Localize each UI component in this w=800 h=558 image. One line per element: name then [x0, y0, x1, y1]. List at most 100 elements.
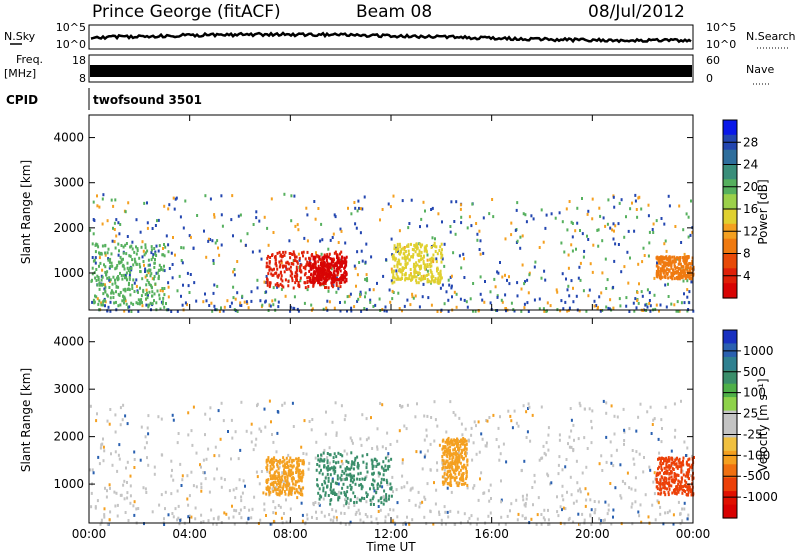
radar-cell — [360, 443, 363, 447]
radar-cell — [679, 258, 682, 262]
radar-cell — [681, 519, 684, 523]
radar-cell — [251, 507, 254, 511]
radar-cell — [361, 496, 363, 500]
velocity-data-cells — [89, 399, 695, 526]
radar-cell — [659, 461, 662, 465]
radar-cell — [369, 502, 372, 506]
radar-cell — [639, 402, 642, 406]
radar-cell — [302, 250, 305, 254]
radar-cell — [484, 444, 487, 448]
radar-cell — [135, 218, 138, 222]
radar-cell — [101, 275, 104, 279]
radar-cell — [663, 490, 666, 494]
radar-cell — [432, 522, 435, 526]
radar-cell — [342, 261, 345, 265]
radar-cell — [658, 451, 661, 455]
radar-cell — [527, 310, 530, 313]
radar-cell — [256, 402, 259, 406]
radar-cell — [398, 242, 401, 246]
radar-cell — [304, 265, 307, 269]
radar-cell — [453, 452, 455, 456]
radar-cell — [295, 265, 298, 269]
radar-cell — [334, 250, 337, 254]
radar-cell — [208, 490, 211, 494]
radar-cell — [139, 230, 142, 234]
radar-cell — [617, 222, 620, 226]
radar-cell — [114, 198, 117, 202]
radar-cell — [602, 216, 605, 220]
radar-cell — [646, 410, 649, 414]
radar-cell — [445, 459, 448, 463]
radar-cell — [294, 224, 297, 228]
radar-cell — [297, 309, 300, 313]
radar-cell — [265, 487, 268, 490]
radar-cell — [353, 201, 356, 204]
radar-cell — [470, 433, 473, 437]
radar-cell — [337, 494, 340, 498]
radar-cell — [220, 243, 223, 247]
radar-cell — [360, 483, 362, 487]
radar-cell — [153, 266, 156, 269]
radar-cell — [365, 466, 368, 470]
radar-cell — [601, 469, 604, 472]
radar-cell — [269, 474, 272, 478]
radar-cell — [347, 206, 349, 210]
radar-cell — [309, 261, 312, 265]
radar-cell — [612, 306, 615, 310]
radar-cell — [280, 516, 283, 520]
radar-cell — [297, 459, 300, 463]
radar-cell — [523, 459, 526, 463]
radar-cell — [98, 299, 101, 303]
radar-cell — [192, 246, 195, 250]
radar-cell — [475, 222, 478, 225]
radar-cell — [300, 493, 302, 496]
radar-cell — [318, 255, 321, 259]
radar-cell — [348, 522, 351, 526]
radar-cell — [147, 271, 150, 275]
radar-cell — [447, 440, 450, 444]
radar-cell — [404, 256, 407, 260]
radar-cell — [120, 258, 123, 262]
radar-cell — [316, 478, 319, 482]
radar-cell — [333, 251, 336, 255]
radar-cell — [295, 277, 298, 281]
radar-cell — [446, 449, 449, 453]
radar-cell — [437, 271, 440, 275]
radar-cell — [213, 215, 216, 219]
radar-cell — [578, 401, 581, 405]
radar-cell — [387, 465, 390, 469]
radar-cell — [479, 252, 482, 256]
radar-cell — [303, 301, 306, 305]
radar-cell — [654, 307, 657, 311]
radar-cell — [374, 303, 377, 307]
radar-cell — [588, 407, 591, 411]
radar-cell — [406, 403, 409, 407]
radar-cell — [364, 291, 367, 295]
radar-cell — [686, 446, 689, 450]
radar-cell — [463, 276, 466, 279]
radar-cell — [108, 260, 111, 264]
radar-cell — [383, 498, 386, 502]
radar-cell — [679, 273, 681, 277]
radar-cell — [328, 513, 331, 517]
radar-cell — [352, 467, 355, 471]
radar-cell — [250, 299, 253, 303]
radar-cell — [648, 241, 651, 245]
radar-cell — [678, 275, 681, 279]
radar-cell — [403, 266, 405, 270]
radar-cell — [437, 278, 440, 282]
radar-cell — [163, 243, 165, 246]
colorbar-swatch — [723, 450, 737, 465]
radar-cell — [279, 282, 282, 286]
radar-cell — [663, 476, 666, 480]
radar-cell — [272, 303, 275, 307]
radar-cell — [92, 471, 95, 475]
radar-cell — [235, 486, 238, 490]
radar-cell — [648, 302, 651, 305]
radar-cell — [280, 277, 283, 281]
radar-cell — [523, 503, 526, 507]
radar-cell — [239, 303, 242, 307]
radar-cell — [293, 487, 296, 491]
radar-cell — [195, 485, 198, 489]
radar-cell — [275, 450, 278, 454]
